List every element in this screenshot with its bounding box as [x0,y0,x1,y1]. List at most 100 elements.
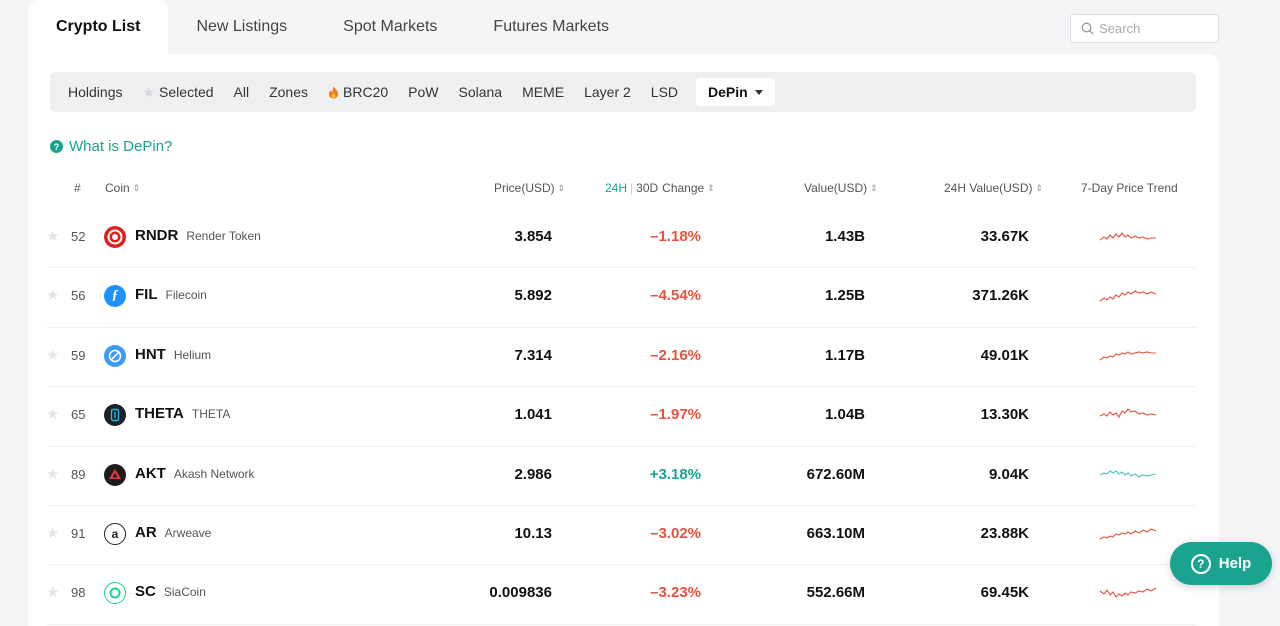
what-is-depin-link[interactable]: ? What is DePin? [50,138,172,155]
change-30d-toggle[interactable]: 30D [636,181,659,195]
price-cell: 10.13 [514,525,552,542]
filter-pow[interactable]: PoW [408,84,439,100]
filter-layer2[interactable]: Layer 2 [584,84,631,100]
favorite-star-icon[interactable]: ★ [46,465,60,483]
filter-solana[interactable]: Solana [458,84,503,100]
change-24h-toggle[interactable]: 24H [605,181,628,195]
price-cell: 0.009836 [489,584,552,602]
coin-name: Akash Network [173,466,255,481]
coin-name: Arweave [164,526,212,540]
coin-symbol[interactable]: RNDR Render Token [135,227,261,244]
sort-icon: ⇕ [870,182,878,193]
row-rank: 65 [71,407,86,423]
tab-new-listings[interactable]: New Listings [196,18,288,35]
favorite-star-icon[interactable]: ★ [46,346,60,364]
question-circle-icon: ? [1190,553,1211,574]
change-cell: –2.16% [650,346,701,364]
header-change-label: Change [662,181,705,195]
coin-name: THETA [191,407,231,422]
divider: | [630,181,634,195]
header-value[interactable]: Value(USD) ⇕ [804,181,878,195]
category-filter-bar: Holdings ★ Selected All Zones BRC20 PoW … [50,72,1196,112]
value-24h-cell: 69.45K [980,584,1029,602]
table-row[interactable]: ★ 89 AKT Akash Network 2.986 +3.18% 672.6… [46,447,1196,506]
change-cell: –4.54% [650,287,701,305]
header-value-24h-label: 24H Value(USD) [944,181,1033,195]
row-rank: 91 [71,526,86,541]
price-trend-sparkline [1099,351,1156,361]
value-cell: 672.60M [806,465,865,483]
value-24h-cell: 23.88K [980,525,1029,542]
filter-all[interactable]: All [233,84,250,100]
value-cell: 663.10M [806,525,865,542]
price-cell: 7.314 [514,346,552,364]
coin-symbol-text: AKT [135,464,166,482]
coin-symbol[interactable]: THETA THETA [135,405,230,422]
filter-brc20[interactable]: BRC20 [318,78,398,106]
coin-symbol[interactable]: SC SiaCoin [135,583,206,600]
table-row[interactable]: ★ 56 ƒ FIL Filecoin 5.892 –4.54% 1.25B 37… [46,268,1196,328]
price-trend-sparkline [1099,528,1157,540]
coin-symbol[interactable]: FIL Filecoin [135,286,207,303]
tab-spot-markets[interactable]: Spot Markets [343,18,438,35]
coin-symbol-text: FIL [135,286,158,304]
search-icon [1081,22,1094,35]
value-24h-cell: 49.01K [980,346,1029,364]
change-cell: +3.18% [649,465,701,483]
coin-symbol[interactable]: HNT Helium [135,346,211,363]
fil-icon: ƒ [104,285,126,308]
header-value-24h[interactable]: 24H Value(USD) ⇕ [944,181,1043,195]
price-cell: 3.854 [514,228,552,245]
filter-holdings[interactable]: Holdings [68,84,123,100]
table-row[interactable]: ★ 98 SC SiaCoin 0.009836 –3.23% 552.66M 6… [46,565,1196,625]
what-is-depin-label: What is DePin? [69,138,173,155]
header-price-label: Price(USD) [494,181,555,195]
filter-depin-dropdown[interactable]: DePin [696,78,775,106]
table-header: # Coin ⇕ Price(USD) ⇕ 24H | 30D Change ⇕ Va… [28,176,1219,200]
sort-icon[interactable]: ⇕ [707,182,715,193]
change-cell: –1.97% [650,406,701,424]
value-cell: 1.04B [824,406,865,424]
change-cell: –3.02% [650,525,701,542]
sort-icon: ⇕ [557,182,566,193]
sc-icon [104,582,126,605]
coin-symbol-text: RNDR [135,227,179,244]
favorite-star-icon[interactable]: ★ [46,525,60,542]
market-tabs: Crypto List New Listings Spot Markets Fu… [28,0,637,54]
value-24h-cell: 9.04K [988,465,1029,483]
header-coin[interactable]: Coin ⇕ [105,181,140,195]
filter-brc20-label: BRC20 [343,84,389,100]
favorite-star-icon[interactable]: ★ [46,228,60,245]
table-row[interactable]: ★ 91 a AR Arweave 10.13 –3.02% 663.10M 23… [46,506,1196,566]
favorite-star-icon[interactable]: ★ [46,287,60,305]
header-value-label: Value(USD) [804,181,868,195]
price-trend-sparkline [1099,232,1156,241]
filter-meme[interactable]: MEME [522,84,565,100]
search-box[interactable] [1070,14,1219,43]
tab-futures-markets[interactable]: Futures Markets [493,18,610,35]
coin-name: Render Token [186,229,261,243]
price-trend-sparkline [1099,587,1157,599]
price-cell: 1.041 [514,406,552,424]
coin-symbol[interactable]: AKT Akash Network [135,465,255,482]
coin-symbol-text: AR [135,524,157,541]
favorite-star-icon[interactable]: ★ [46,406,60,424]
filter-lsd[interactable]: LSD [650,84,679,100]
coin-symbol[interactable]: AR Arweave [135,524,211,541]
search-input[interactable] [1099,21,1209,36]
table-row[interactable]: ★ 65 THETA THETA 1.041 –1.97% 1.04B 13.30… [46,387,1196,447]
help-button[interactable]: ? Help [1170,542,1272,585]
favorite-star-icon[interactable]: ★ [46,584,60,602]
filter-zones[interactable]: Zones [269,84,309,100]
price-cell: 2.986 [514,465,552,483]
tab-crypto-list[interactable]: Crypto List [28,0,169,54]
row-rank: 59 [71,347,86,363]
value-24h-cell: 371.26K [972,287,1029,305]
theta-icon [104,404,126,427]
filter-selected[interactable]: ★ Selected [132,78,223,106]
table-row[interactable]: ★ 59 HNT Helium 7.314 –2.16% 1.17B 49.01K [46,328,1196,388]
rndr-icon [104,226,126,248]
star-icon: ★ [142,83,156,100]
header-price[interactable]: Price(USD) ⇕ [494,181,565,195]
table-row[interactable]: ★ 52 RNDR Render Token 3.854 –1.18% 1.43B… [46,209,1196,269]
